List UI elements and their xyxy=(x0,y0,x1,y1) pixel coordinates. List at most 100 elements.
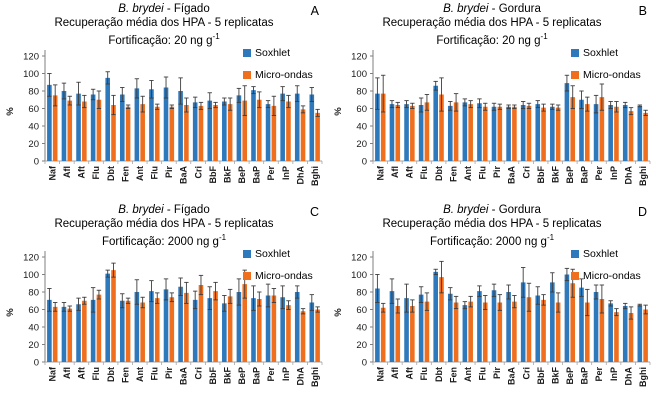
bar xyxy=(309,94,315,161)
x-axis-tick-label: Per xyxy=(266,166,276,181)
bar xyxy=(154,106,160,161)
bar xyxy=(286,101,291,161)
bar xyxy=(300,109,306,161)
panel-title: B. brydei - Gordura xyxy=(328,0,656,17)
x-axis-tick-label: BeP xyxy=(565,166,575,184)
y-axis-tick-label: 0 xyxy=(362,157,367,168)
legend-label-micro-ondas: Micro-ondas xyxy=(583,269,641,282)
bar xyxy=(227,296,233,362)
species-name: B. brydei xyxy=(443,204,489,216)
bar xyxy=(491,290,497,362)
bar xyxy=(96,99,102,161)
x-axis-tick-label: InP xyxy=(609,367,619,381)
bar xyxy=(462,102,468,161)
panel-c: C B. brydei - Fígado Recuperação média d… xyxy=(0,201,328,402)
bar xyxy=(163,87,169,161)
tissue-name: Fígado xyxy=(173,204,210,216)
x-axis-tick-label: BaP xyxy=(580,367,590,385)
bar xyxy=(213,291,218,362)
bar xyxy=(251,298,256,362)
bar xyxy=(178,91,183,161)
x-axis-tick-label: Pir xyxy=(492,166,502,179)
y-axis-tick-label: 80 xyxy=(28,288,39,299)
legend-swatch-micro-ondas xyxy=(571,271,579,280)
bar xyxy=(271,295,277,362)
x-axis-tick-label: BaA xyxy=(507,166,517,185)
y-axis-title: % xyxy=(333,308,344,317)
x-axis-tick-label: Fen xyxy=(448,367,458,383)
bar xyxy=(134,292,140,362)
bar xyxy=(643,112,648,161)
y-axis-tick-label: 80 xyxy=(356,87,367,98)
legend-swatch-micro-ondas xyxy=(243,271,251,280)
legend-swatch-soxhlet xyxy=(571,48,579,57)
bar xyxy=(468,301,473,362)
bar xyxy=(497,106,503,161)
y-axis-tick-label: 60 xyxy=(28,104,39,115)
bar xyxy=(294,292,300,362)
bar xyxy=(198,285,204,362)
bar xyxy=(482,106,488,161)
y-axis-tick-label: 20 xyxy=(28,340,39,351)
fortification-exponent: -1 xyxy=(540,32,548,41)
bar xyxy=(570,283,576,362)
x-axis-tick-label: Fen xyxy=(120,367,130,383)
panel-a: A B. brydei - Fígado Recuperação média d… xyxy=(0,0,328,201)
x-axis-tick-label: Bghi xyxy=(638,367,648,387)
bar xyxy=(512,106,517,161)
legend-swatch-soxhlet xyxy=(571,249,579,258)
bar xyxy=(506,292,511,362)
y-axis-title: % xyxy=(5,308,16,317)
x-axis-tick-label: Cri xyxy=(521,166,531,179)
x-axis-tick-label: DhA xyxy=(295,166,305,185)
y-axis-tick-label: 40 xyxy=(356,323,367,334)
bar xyxy=(439,277,444,362)
x-axis-tick-label: Flu xyxy=(478,367,488,381)
x-axis-tick-label: Naf xyxy=(375,165,385,181)
bar xyxy=(192,299,198,362)
x-axis-tick-label: BbF xyxy=(208,166,218,184)
fortification-exponent: -1 xyxy=(218,233,227,242)
y-axis-tick-label: 60 xyxy=(28,305,39,316)
bar xyxy=(506,106,511,161)
x-axis-tick-label: DhA xyxy=(623,367,633,386)
bar xyxy=(52,306,58,362)
panel-letter: C xyxy=(309,205,319,219)
bar xyxy=(236,95,242,161)
bar xyxy=(395,306,401,362)
x-axis-tick-label: BeP xyxy=(237,166,247,184)
x-axis-tick-label: Per xyxy=(594,166,604,181)
y-axis-tick-label: 40 xyxy=(28,323,39,334)
x-axis-tick-label: BbF xyxy=(536,166,546,184)
bar xyxy=(584,104,590,161)
species-name: B. brydei xyxy=(118,3,164,15)
panel-letter: A xyxy=(310,4,319,18)
bar xyxy=(389,104,395,161)
bar xyxy=(52,95,58,161)
x-axis-tick-label: InP xyxy=(281,166,291,180)
title-separator: - xyxy=(163,3,174,15)
bar xyxy=(184,292,189,362)
bar xyxy=(424,102,430,161)
bar xyxy=(628,111,634,161)
panel-subtitle: Recuperação média dos HPA - 5 replicatas xyxy=(382,16,602,29)
bar xyxy=(584,302,590,362)
panel-title: B. brydei - Gordura xyxy=(328,201,656,218)
bar xyxy=(169,297,175,362)
bar-chart-a: 0 20 40 60 80 100 120% Naf Afl Aft Flu Dbt Fen Ant Flu… xyxy=(5,50,323,186)
bar xyxy=(236,292,242,362)
bar xyxy=(614,312,619,362)
bar xyxy=(608,105,613,161)
panel-d: D B. brydei - Gordura Recuperação média … xyxy=(328,201,656,402)
bar xyxy=(76,93,81,161)
bar xyxy=(82,300,87,362)
legend-label-micro-ondas: Micro-ondas xyxy=(583,68,641,81)
bar xyxy=(178,286,183,362)
y-axis-tick-label: 60 xyxy=(356,305,367,316)
fortification-text: Fortificação: 20 ng g xyxy=(436,34,541,47)
x-axis-tick-label: BkF xyxy=(222,166,232,184)
bar xyxy=(47,299,52,362)
error-bars xyxy=(47,262,320,315)
y-axis-tick-label: 100 xyxy=(351,270,367,281)
bar xyxy=(119,300,125,362)
